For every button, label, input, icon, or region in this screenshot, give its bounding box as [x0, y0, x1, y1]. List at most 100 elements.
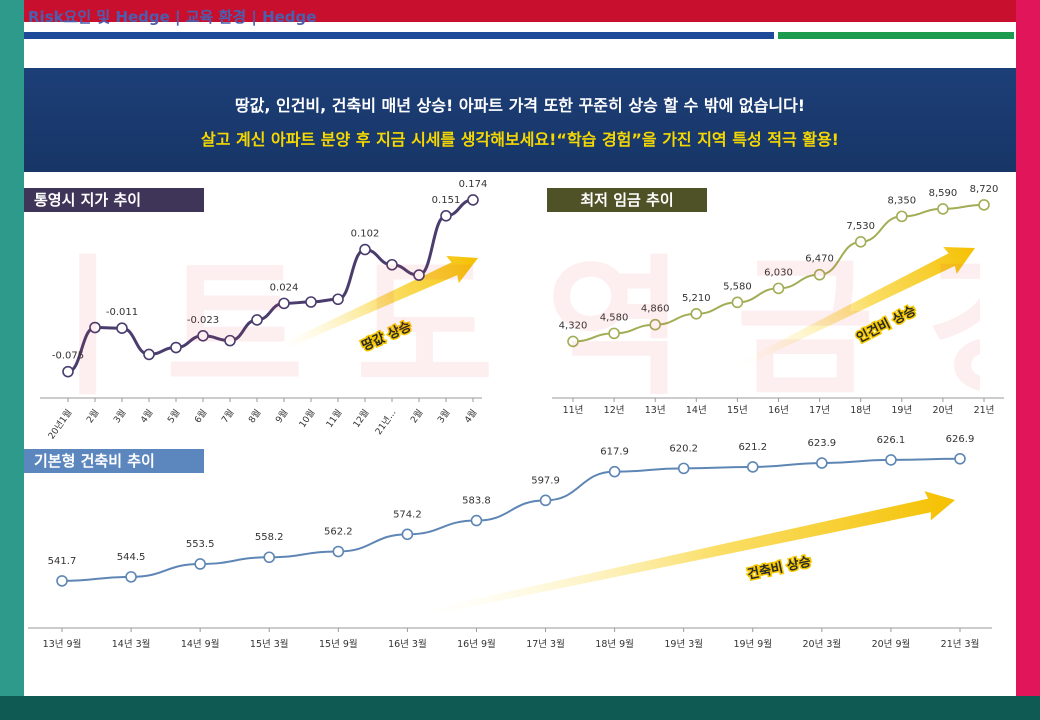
x-tick-label: 12월 [350, 407, 371, 430]
data-point [194, 558, 206, 570]
data-label: 0.024 [270, 282, 299, 293]
x-tick-label: 17년 [809, 405, 830, 416]
data-point [978, 199, 990, 211]
data-point [386, 258, 398, 271]
data-label: 620.2 [669, 443, 698, 454]
frame-left [0, 0, 24, 720]
x-tick-label: 14년 3월 [112, 638, 151, 650]
data-label: 621.2 [738, 442, 767, 453]
x-tick-label: 5월 [165, 407, 183, 425]
data-point [690, 308, 703, 320]
header-rule-green [778, 32, 1014, 39]
x-tick-label: 16년 9월 [457, 638, 496, 650]
data-point [89, 321, 101, 334]
trend-arrow-shape [278, 255, 479, 351]
data-label: 6,030 [764, 267, 793, 278]
x-tick-label: 15년 3월 [250, 638, 289, 650]
header-strip [24, 22, 1016, 32]
x-tick-label: 4월 [138, 407, 156, 425]
banner-subheadline: 살고 계신 아파트 분양 후 지금 시세를 생각해보세요!“학습 경험”을 가진… [201, 130, 839, 149]
data-label: 626.1 [877, 435, 906, 446]
data-point [332, 545, 345, 558]
x-tick-label: 11월 [323, 407, 344, 430]
x-tick-label: 21년 3월 [941, 638, 980, 650]
data-label: 5,210 [682, 293, 711, 304]
data-point [567, 335, 579, 348]
data-label: -0.011 [106, 307, 138, 318]
construction-cost-chart-title: 기본형 건축비 추이 [24, 449, 204, 473]
banner [24, 68, 1016, 172]
data-point [731, 296, 744, 309]
data-point [125, 571, 137, 583]
land-price-chart: 땅값 상승 -0.075 20년1월 2월 -0.011 3월 4월 5월 -0.023 6월 7월… [40, 179, 487, 441]
data-point [467, 194, 479, 206]
data-point [263, 551, 276, 564]
data-label: 4,860 [641, 304, 670, 315]
data-point [440, 209, 452, 222]
data-label: -0.023 [187, 315, 219, 326]
data-point [539, 494, 552, 507]
data-label: 541.7 [48, 556, 77, 567]
data-point [816, 457, 828, 469]
data-label: 4,320 [559, 320, 588, 331]
data-point [608, 327, 620, 340]
data-point [224, 334, 236, 347]
series-line [67, 198, 474, 374]
x-tick-label: 2월 [84, 407, 102, 425]
x-tick-label: 18년 [850, 405, 871, 416]
x-tick-label: 21년 [974, 405, 995, 416]
data-point [954, 452, 966, 465]
x-tick-label: 4월 [462, 407, 480, 425]
series-line [61, 457, 961, 582]
data-label: 626.9 [946, 434, 975, 445]
trend-arrow-label: 땅값 상승 [359, 318, 413, 354]
data-label: 623.9 [808, 438, 837, 449]
data-label: 8,720 [970, 184, 999, 195]
x-tick-label: 15년 [727, 405, 748, 416]
x-tick-label: 2월 [408, 407, 426, 425]
data-label: 8,590 [929, 188, 958, 199]
data-label: 6,470 [805, 254, 834, 265]
x-tick-label: 13년 [645, 405, 666, 416]
data-point [332, 293, 344, 306]
data-point [62, 365, 74, 378]
x-tick-label: 18년 9월 [595, 638, 634, 650]
min-wage-chart-title: 최저 임금 추이 [547, 188, 707, 212]
x-tick-label: 21년... [373, 407, 398, 437]
data-label: -0.075 [52, 351, 84, 362]
data-point [197, 329, 209, 342]
x-tick-label: 10월 [296, 407, 317, 430]
x-tick-label: 14년 [686, 405, 707, 416]
x-tick-label: 6월 [192, 407, 210, 425]
trend-arrow [429, 491, 955, 615]
data-label: 4,580 [600, 312, 629, 323]
x-tick-label: 3월 [435, 407, 453, 425]
data-label: 562.2 [324, 527, 353, 538]
data-point [278, 297, 290, 310]
data-point [251, 314, 263, 326]
construction-cost-chart: 건축비 상승 541.7 13년 9월 544.5 14년 3월 553.5 14년 9월 5… [28, 434, 992, 650]
data-label: 5,580 [723, 281, 752, 292]
data-point [854, 236, 867, 248]
frame-right [1016, 0, 1040, 720]
x-tick-label: 19년 9월 [733, 638, 772, 650]
data-point [56, 575, 68, 587]
x-tick-label: 20년1월 [45, 407, 74, 442]
data-point [813, 268, 826, 281]
data-point [677, 462, 690, 475]
x-tick-label: 16년 [768, 405, 789, 416]
min-wage-chart: 인건비 상승4,32011년4,58012년4,86013년5,21014년5,… [552, 184, 1004, 416]
data-point [895, 210, 908, 223]
x-tick-label: 19년 3월 [664, 638, 703, 650]
data-label: 0.174 [459, 179, 488, 190]
header-rule-blue [24, 32, 774, 39]
data-label: 544.5 [117, 552, 146, 563]
x-tick-label: 15년 9월 [319, 638, 358, 650]
data-point [937, 203, 949, 215]
data-label: 574.2 [393, 509, 422, 520]
data-label: 553.5 [186, 539, 215, 550]
x-tick-label: 7월 [219, 407, 237, 425]
x-tick-label: 20년 9월 [872, 638, 911, 650]
data-label: 8,350 [887, 195, 916, 206]
